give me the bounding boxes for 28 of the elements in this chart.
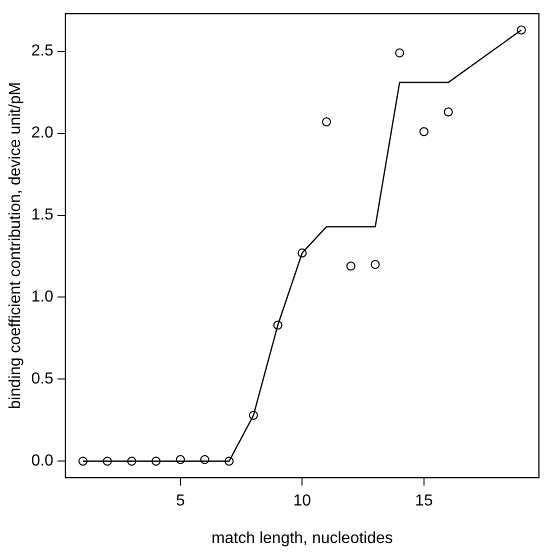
x-tick-label: 5 bbox=[176, 492, 185, 510]
x-tick-label: 15 bbox=[415, 492, 433, 510]
y-tick-label: 2.5 bbox=[31, 42, 54, 60]
y-tick-label: 1.0 bbox=[31, 288, 54, 306]
y-tick-label: 1.5 bbox=[31, 206, 54, 224]
point bbox=[151, 456, 161, 466]
point bbox=[395, 48, 404, 58]
point bbox=[78, 456, 88, 466]
point bbox=[322, 117, 332, 126]
point bbox=[273, 320, 282, 330]
point bbox=[224, 456, 234, 466]
x-axis-title: match length, nucleotides bbox=[211, 530, 393, 547]
point bbox=[248, 410, 258, 420]
point bbox=[516, 25, 526, 35]
point bbox=[346, 262, 356, 271]
point bbox=[370, 260, 380, 270]
point bbox=[419, 127, 428, 136]
y-tick-label: 0.0 bbox=[31, 452, 54, 470]
point bbox=[200, 455, 210, 464]
point bbox=[298, 248, 307, 258]
point bbox=[127, 456, 136, 466]
y-tick-label: 0.5 bbox=[31, 370, 54, 388]
point bbox=[176, 455, 185, 464]
y-axis-title: binding coefficient contribution, device unit/pM bbox=[7, 82, 24, 410]
point bbox=[444, 107, 453, 117]
y-tick-label: 2.0 bbox=[31, 124, 54, 142]
point bbox=[102, 456, 112, 466]
x-tick-label: 10 bbox=[293, 492, 312, 510]
